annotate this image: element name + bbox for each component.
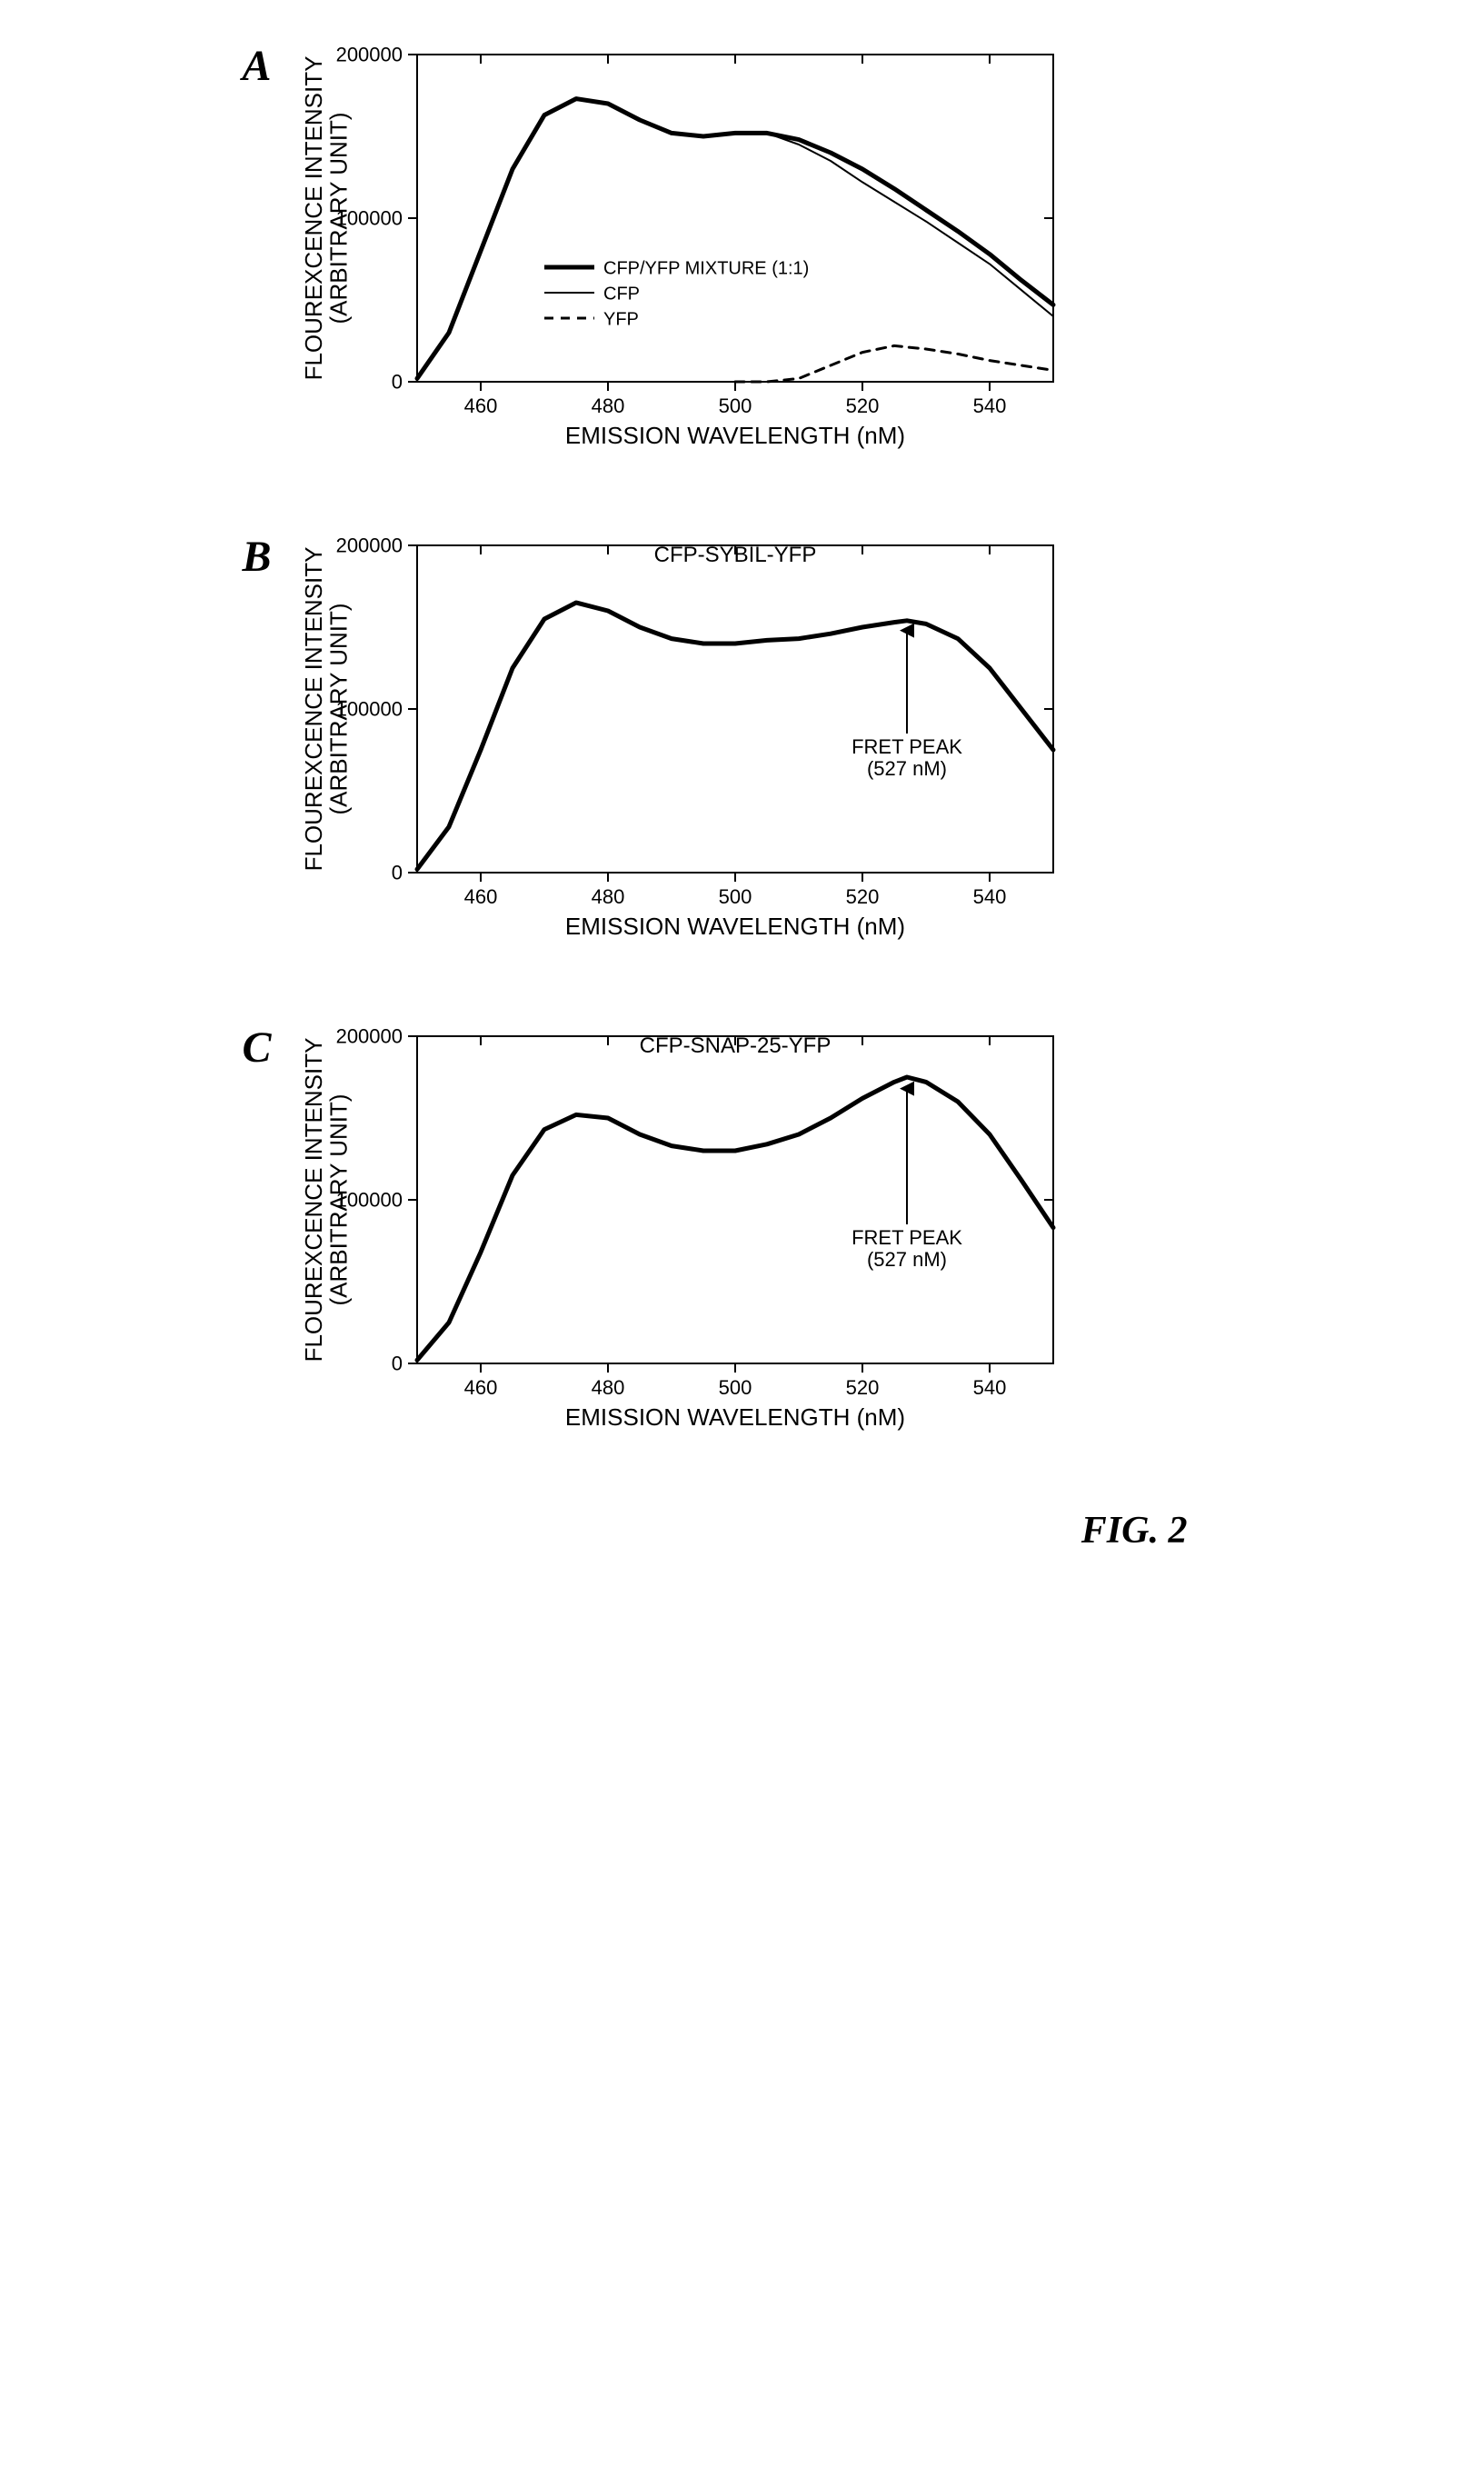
- svg-text:480: 480: [591, 1376, 624, 1399]
- svg-text:460: 460: [463, 885, 497, 908]
- svg-text:FRET PEAK: FRET PEAK: [852, 735, 962, 758]
- svg-text:FLOUREXCENCE INTENSITY: FLOUREXCENCE INTENSITY: [300, 56, 327, 381]
- svg-text:500: 500: [718, 885, 752, 908]
- svg-text:EMISSION WAVELENGTH (nM): EMISSION WAVELENGTH (nM): [564, 422, 904, 449]
- svg-text:460: 460: [463, 394, 497, 417]
- svg-text:520: 520: [845, 1376, 879, 1399]
- plot-C: 4604805005205400100000200000EMISSION WAV…: [290, 1018, 1071, 1454]
- plot-A: 4604805005205400100000200000EMISSION WAV…: [290, 36, 1071, 473]
- svg-text:200000: 200000: [335, 534, 402, 557]
- svg-text:520: 520: [845, 885, 879, 908]
- panel-B: B4604805005205400100000200000EMISSION WA…: [243, 527, 1242, 963]
- svg-text:EMISSION WAVELENGTH (nM): EMISSION WAVELENGTH (nM): [564, 913, 904, 940]
- svg-text:540: 540: [972, 1376, 1006, 1399]
- svg-text:(527 nM): (527 nM): [866, 1248, 946, 1271]
- svg-text:(ARBITRARY UNIT): (ARBITRARY UNIT): [324, 112, 352, 324]
- figure-caption: FIG. 2: [243, 1509, 1242, 1552]
- panel-C: C4604805005205400100000200000EMISSION WA…: [243, 1018, 1242, 1454]
- svg-text:540: 540: [972, 394, 1006, 417]
- figure-container: A4604805005205400100000200000EMISSION WA…: [243, 36, 1242, 1552]
- svg-text:FLOUREXCENCE INTENSITY: FLOUREXCENCE INTENSITY: [300, 547, 327, 872]
- panel-label: B: [243, 532, 272, 582]
- svg-text:YFP: YFP: [603, 310, 639, 330]
- svg-text:CFP-SYBIL-YFP: CFP-SYBIL-YFP: [653, 543, 816, 567]
- svg-text:200000: 200000: [335, 1025, 402, 1048]
- svg-text:CFP-SNAP-25-YFP: CFP-SNAP-25-YFP: [639, 1033, 831, 1058]
- svg-text:FLOUREXCENCE INTENSITY: FLOUREXCENCE INTENSITY: [300, 1038, 327, 1363]
- svg-text:480: 480: [591, 885, 624, 908]
- svg-text:480: 480: [591, 394, 624, 417]
- svg-text:460: 460: [463, 1376, 497, 1399]
- plot-B: 4604805005205400100000200000EMISSION WAV…: [290, 527, 1071, 963]
- svg-text:CFP: CFP: [603, 285, 640, 305]
- svg-text:520: 520: [845, 394, 879, 417]
- panel-A: A4604805005205400100000200000EMISSION WA…: [243, 36, 1242, 473]
- svg-text:FRET PEAK: FRET PEAK: [852, 1226, 962, 1249]
- svg-text:500: 500: [718, 394, 752, 417]
- svg-text:EMISSION WAVELENGTH (nM): EMISSION WAVELENGTH (nM): [564, 1403, 904, 1431]
- panel-label: A: [243, 41, 272, 91]
- svg-text:CFP/YFP MIXTURE (1:1): CFP/YFP MIXTURE (1:1): [603, 259, 809, 279]
- svg-text:(527 nM): (527 nM): [866, 757, 946, 780]
- svg-text:0: 0: [391, 862, 402, 884]
- svg-text:(ARBITRARY UNIT): (ARBITRARY UNIT): [324, 603, 352, 814]
- svg-text:200000: 200000: [335, 44, 402, 66]
- svg-text:500: 500: [718, 1376, 752, 1399]
- svg-text:0: 0: [391, 1353, 402, 1375]
- svg-text:(ARBITRARY UNIT): (ARBITRARY UNIT): [324, 1093, 352, 1305]
- svg-text:540: 540: [972, 885, 1006, 908]
- panel-label: C: [243, 1023, 272, 1073]
- svg-text:0: 0: [391, 371, 402, 394]
- panels-host: A4604805005205400100000200000EMISSION WA…: [243, 36, 1242, 1454]
